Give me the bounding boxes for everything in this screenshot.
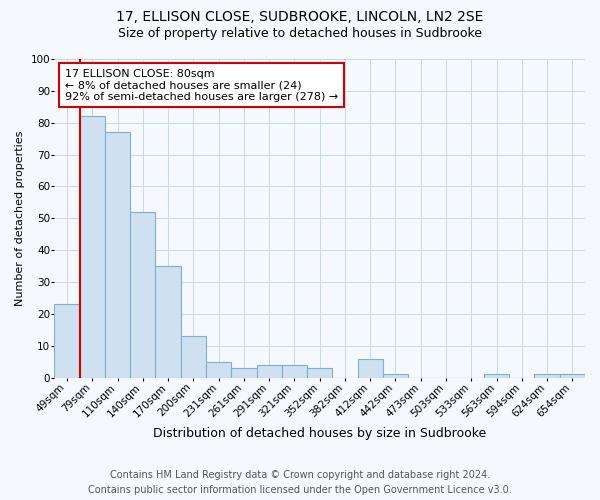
Bar [206, 362, 231, 378]
Bar [257, 365, 282, 378]
Bar [358, 358, 383, 378]
Bar [105, 132, 130, 378]
Bar [130, 212, 155, 378]
Text: 17 ELLISON CLOSE: 80sqm
← 8% of detached houses are smaller (24)
92% of semi-det: 17 ELLISON CLOSE: 80sqm ← 8% of detached… [65, 68, 338, 102]
Bar [383, 374, 408, 378]
X-axis label: Distribution of detached houses by size in Sudbrooke: Distribution of detached houses by size … [153, 427, 486, 440]
Bar [560, 374, 585, 378]
Text: 17, ELLISON CLOSE, SUDBROOKE, LINCOLN, LN2 2SE: 17, ELLISON CLOSE, SUDBROOKE, LINCOLN, L… [116, 10, 484, 24]
Bar [181, 336, 206, 378]
Text: Size of property relative to detached houses in Sudbrooke: Size of property relative to detached ho… [118, 28, 482, 40]
Bar [307, 368, 332, 378]
Y-axis label: Number of detached properties: Number of detached properties [15, 130, 25, 306]
Bar [155, 266, 181, 378]
Bar [535, 374, 560, 378]
Bar [282, 365, 307, 378]
Bar [484, 374, 509, 378]
Bar [231, 368, 257, 378]
Bar [80, 116, 105, 378]
Bar [55, 304, 80, 378]
Text: Contains HM Land Registry data © Crown copyright and database right 2024.
Contai: Contains HM Land Registry data © Crown c… [88, 470, 512, 495]
